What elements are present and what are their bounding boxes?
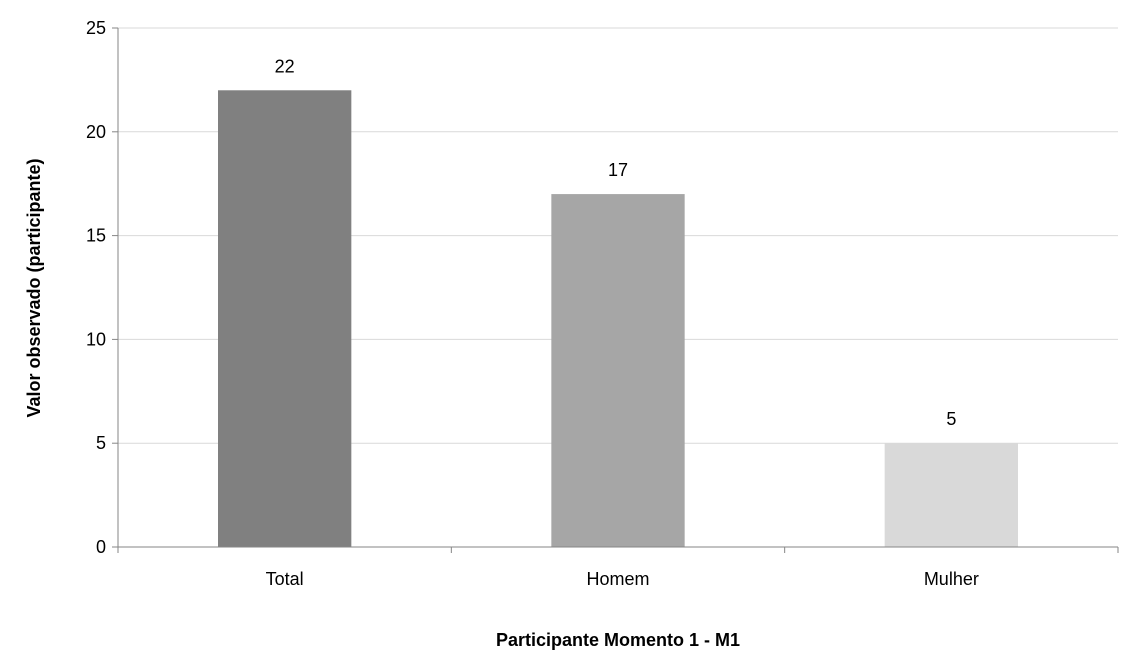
y-axis-title: Valor observado (participante)	[24, 158, 44, 417]
data-label: 5	[946, 409, 956, 429]
y-tick-label: 0	[96, 537, 106, 557]
y-tick-label: 5	[96, 433, 106, 453]
x-axis-title: Participante Momento 1 - M1	[496, 630, 740, 650]
data-labels: 22 17 5	[275, 56, 957, 429]
y-tick-label: 25	[86, 18, 106, 38]
y-tick-labels: 0 5 10 15 20 25	[86, 18, 106, 557]
axes	[112, 27, 1119, 553]
x-tick-label: Mulher	[924, 569, 979, 589]
x-tick-label: Total	[266, 569, 304, 589]
bars	[218, 90, 1018, 547]
bar-homem	[551, 194, 685, 547]
y-tick-label: 20	[86, 122, 106, 142]
y-tick-label: 10	[86, 329, 106, 349]
x-tick-label: Homem	[586, 569, 649, 589]
bar-mulher	[884, 443, 1018, 547]
bar-total	[218, 90, 352, 547]
y-tick-label: 15	[86, 226, 106, 246]
data-label: 17	[608, 160, 628, 180]
data-label: 22	[275, 56, 295, 76]
x-tick-labels: Total Homem Mulher	[266, 569, 979, 589]
